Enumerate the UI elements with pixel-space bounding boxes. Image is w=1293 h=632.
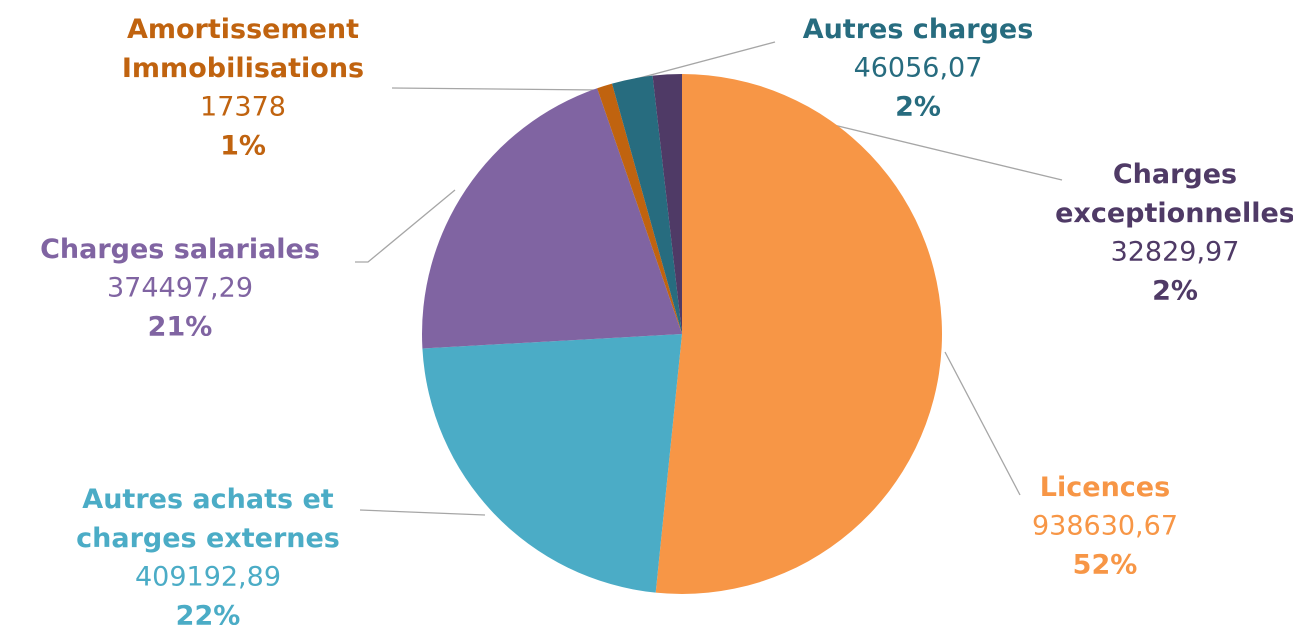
leader-line [355,189,456,263]
slice-label: Licences [1040,472,1170,503]
value-label: 46056,07 [854,53,983,84]
slice-label: Charges exceptionnelles [1055,159,1293,229]
label-line: charges externes [76,523,340,554]
slice-label: Amortissement Immobilisations [122,14,364,84]
percent-label: 2% [895,92,941,123]
leader-line [391,87,601,91]
percent-label: 21% [148,312,213,343]
label-line: Charges [1113,159,1237,190]
label-line: Charges salariales [40,234,320,265]
pie-slice [655,74,942,594]
label-line: Autres charges [803,14,1034,45]
leader-line [359,509,486,516]
leader-line [631,41,776,81]
value-label: 374497,29 [107,273,253,304]
percent-label: 1% [220,131,266,162]
slice-label: Autres achats et charges externes [76,484,340,554]
pie-slice [612,75,682,334]
percent-label: 2% [1152,276,1198,307]
slice-label: Autres charges [803,14,1034,45]
value-label: 409192,89 [135,562,281,593]
value-label: 17378 [200,92,286,123]
label-line: Amortissement [127,14,359,45]
label-line: Autres achats et [82,484,333,515]
pie-slice [652,74,682,334]
value-label: 938630,67 [1032,511,1178,542]
percent-label: 22% [176,601,241,632]
slice-label: Charges salariales [40,234,320,265]
label-line: Immobilisations [122,53,364,84]
pie-slice [422,334,682,593]
pie-slice [597,83,682,335]
value-label: 32829,97 [1111,237,1240,268]
pie-slice [421,88,682,349]
percent-label: 52% [1073,550,1138,581]
leader-line [944,351,1021,496]
label-line: Licences [1040,472,1170,503]
label-line: exceptionnelles [1055,198,1293,229]
